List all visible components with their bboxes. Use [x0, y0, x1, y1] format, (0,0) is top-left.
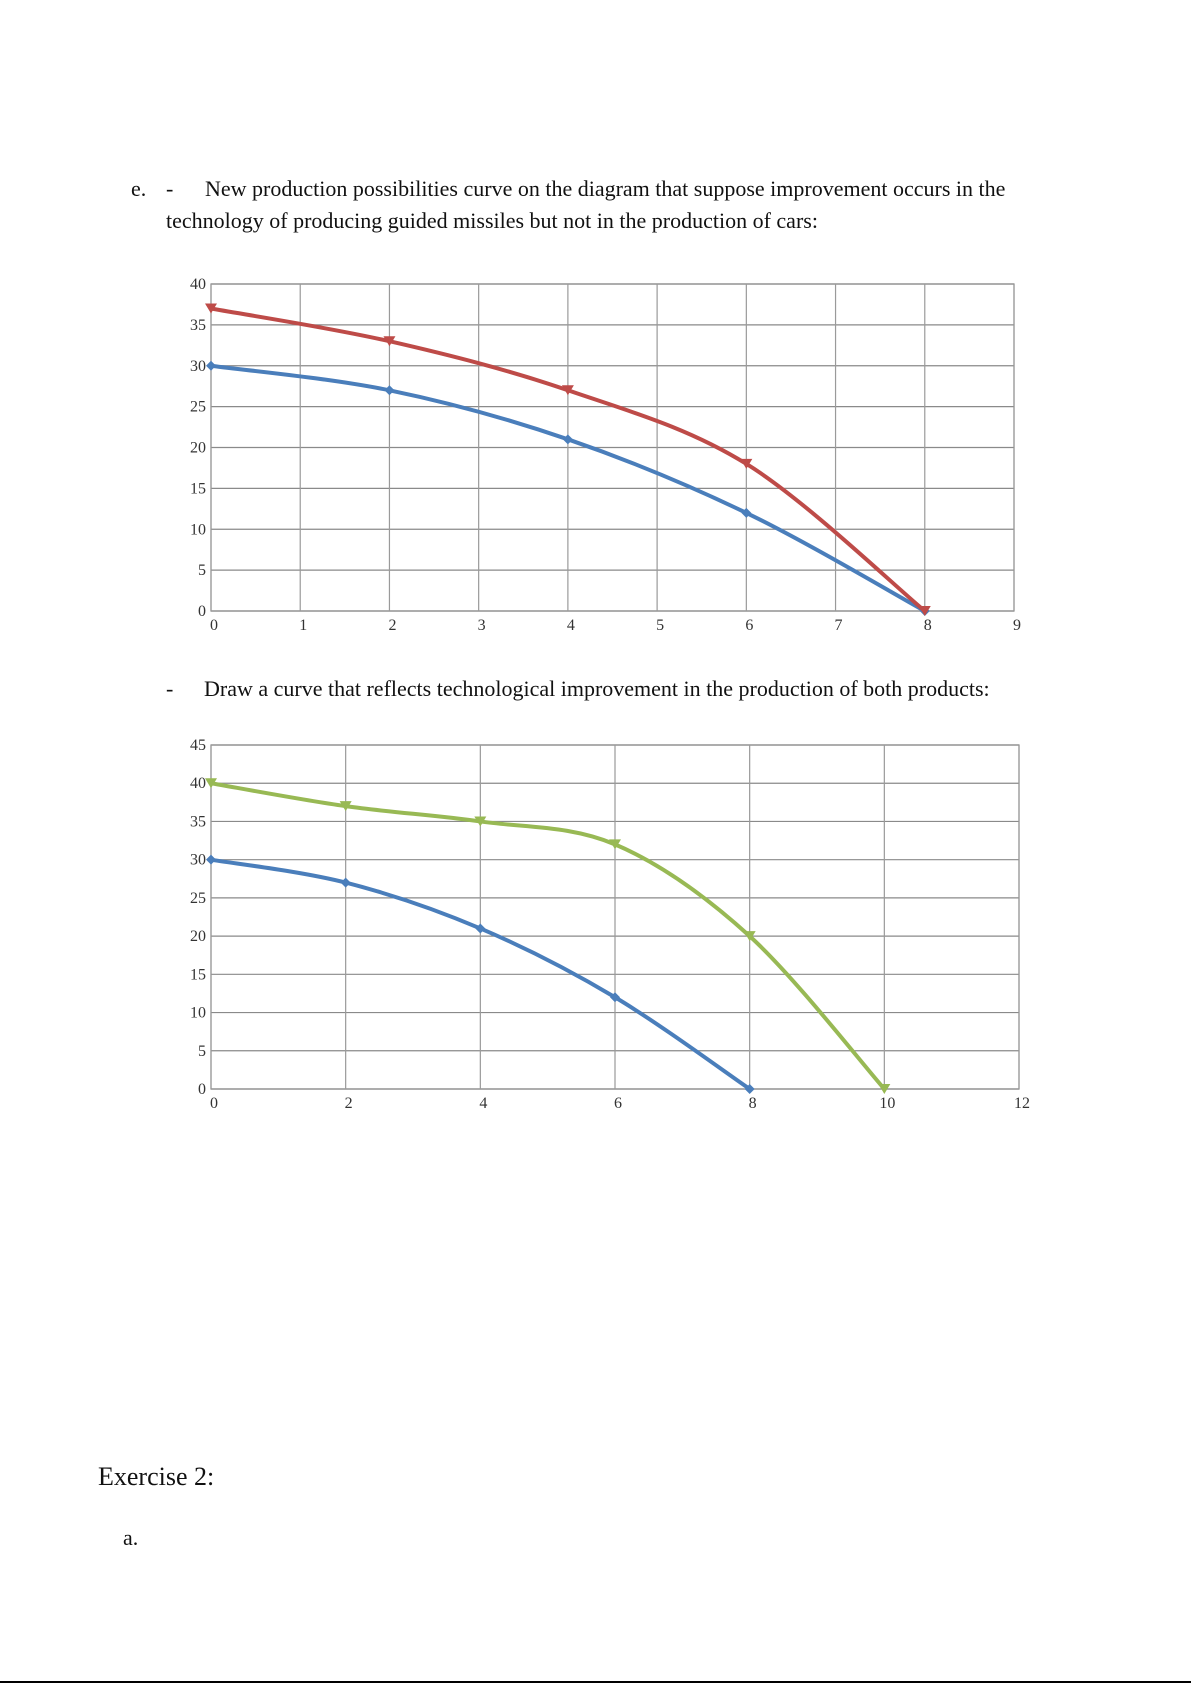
text-line-2: technology of producing guided missiles …	[166, 208, 818, 233]
y-tick-label: 40	[190, 775, 206, 792]
x-tick-label: 6	[614, 1095, 622, 1112]
x-tick-label: 8	[924, 617, 932, 634]
y-tick-label: 15	[190, 966, 206, 983]
x-tick-label: 2	[388, 617, 396, 634]
x-tick-label: 3	[478, 617, 486, 634]
x-tick-label: 1	[299, 617, 307, 634]
y-tick-label: 10	[190, 1005, 206, 1022]
y-tick-label: 0	[198, 1081, 206, 1098]
y-tick-label: 15	[190, 480, 206, 497]
y-tick-label: 5	[198, 1043, 206, 1060]
data-point-2	[743, 931, 756, 942]
y-tick-label: 0	[198, 603, 206, 620]
text-line-3: Draw a curve that reflects technological…	[204, 676, 990, 701]
data-point-2	[383, 336, 396, 347]
data-point-1	[206, 360, 216, 371]
data-point-1	[610, 992, 620, 1003]
y-tick-label: 30	[190, 852, 206, 869]
x-tick-label: 9	[1013, 617, 1021, 634]
y-tick-label: 35	[190, 813, 206, 830]
data-point-1	[340, 877, 351, 888]
y-tick-label: 35	[190, 317, 206, 334]
exercise-heading: Exercise 2:	[98, 1462, 215, 1491]
y-tick-label: 5	[198, 562, 206, 579]
y-tick-label: 10	[190, 521, 206, 538]
data-point-1	[744, 1084, 755, 1094]
data-point-2	[740, 458, 753, 469]
series-line-2	[209, 781, 887, 1091]
x-tick-label: 6	[745, 617, 753, 634]
x-tick-label: 5	[656, 617, 664, 634]
data-point-2	[339, 801, 352, 812]
y-tick-label: 40	[190, 276, 206, 293]
page-bottom-rule	[0, 1681, 1191, 1683]
data-point-2	[918, 606, 931, 616]
y-tick-label: 25	[190, 399, 206, 416]
x-tick-label: 7	[835, 617, 843, 634]
data-point-1	[384, 385, 395, 396]
data-point-2	[609, 839, 621, 850]
bullet-dash: -	[166, 176, 174, 201]
y-tick-label: 20	[190, 440, 206, 457]
text-line-1: New production possibilities curve on th…	[205, 176, 1006, 201]
y-tick-label: 45	[190, 737, 206, 754]
exercise-item-a: a.	[123, 1525, 139, 1550]
y-tick-label: 30	[190, 358, 206, 375]
y-tick-label: 25	[190, 890, 206, 907]
data-point-1	[741, 507, 752, 518]
x-tick-label: 8	[749, 1095, 757, 1112]
x-tick-label: 2	[345, 1095, 353, 1112]
x-tick-label: 12	[1014, 1095, 1030, 1112]
data-point-2	[205, 778, 217, 789]
data-point-2	[474, 816, 487, 827]
bullet-dash-2: -	[166, 676, 174, 701]
data-point-2	[561, 385, 574, 396]
data-point-1	[562, 434, 573, 445]
list-marker-e: e.	[131, 176, 147, 201]
x-tick-label: 0	[210, 1095, 218, 1112]
x-tick-label: 4	[567, 617, 575, 634]
x-tick-label: 0	[210, 617, 218, 634]
x-tick-label: 4	[479, 1095, 487, 1112]
data-point-2	[205, 303, 217, 314]
data-point-2	[878, 1084, 891, 1094]
x-tick-label: 10	[879, 1095, 895, 1112]
data-point-1	[206, 854, 216, 865]
data-point-1	[475, 923, 486, 934]
y-tick-label: 20	[190, 928, 206, 945]
